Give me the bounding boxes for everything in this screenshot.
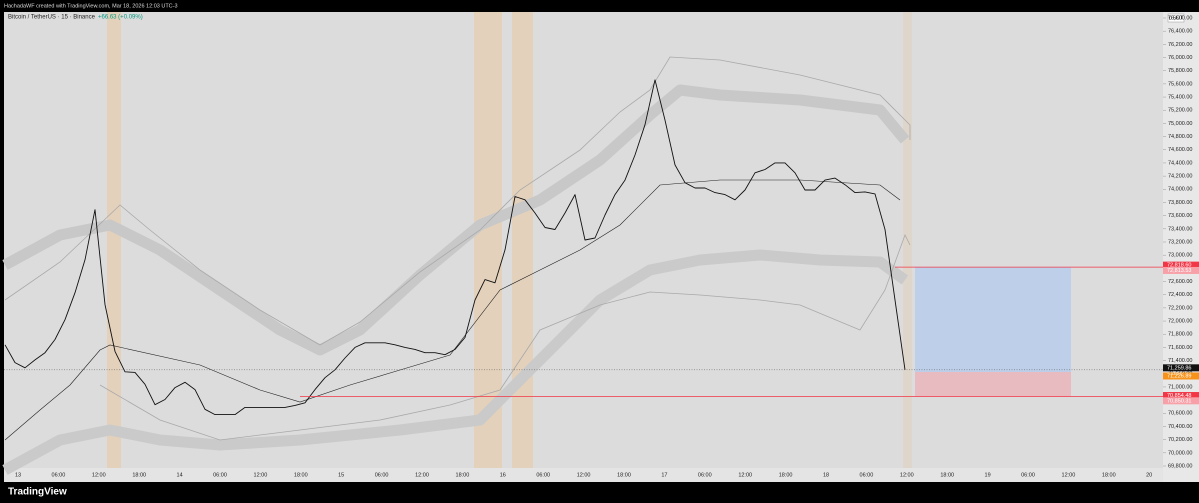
x-tick-label: 12:00	[900, 472, 914, 478]
plot-background	[4, 12, 1163, 468]
y-tick-label: 70,400.00	[1168, 424, 1192, 430]
band	[2, 249, 909, 475]
countdown: 11:57	[1171, 371, 1182, 376]
step-line	[4, 56, 911, 346]
price-tag	[1163, 372, 1199, 380]
y-tick-label: 72,400.00	[1168, 292, 1192, 298]
y-tick-label: 74,000.00	[1168, 187, 1192, 193]
x-tick-label: 12:00	[92, 472, 106, 478]
y-tick-label: 71,000.00	[1168, 384, 1192, 390]
y-tick-label: 76,400.00	[1168, 29, 1192, 35]
x-tick-label: 17	[661, 472, 667, 478]
x-tick-label: 20	[1146, 472, 1152, 478]
price-tag-label: 72,813.53	[1167, 268, 1191, 274]
currency-box	[1167, 13, 1185, 23]
price-tag-label: 71,259.86	[1167, 365, 1191, 371]
y-tick-label: 71,600.00	[1168, 345, 1192, 351]
footer-bar	[0, 482, 1199, 503]
step-line	[4, 179, 901, 441]
y-tick-label: 75,000.00	[1168, 121, 1192, 127]
y-tick-label: 73,400.00	[1168, 226, 1192, 232]
y-tick-label: 70,000.00	[1168, 450, 1192, 456]
profit-zone	[915, 267, 1071, 372]
currency: USDT	[1169, 15, 1185, 21]
y-tick-label: 71,800.00	[1168, 332, 1192, 338]
y-tick-label: 76,000.00	[1168, 55, 1192, 61]
x-tick-label: 18:00	[1102, 472, 1116, 478]
change: +66.63 (+0.09%)	[98, 15, 143, 21]
y-tick-label: 74,800.00	[1168, 134, 1192, 140]
x-tick-label: 16	[500, 472, 506, 478]
x-tick-label: 18:00	[456, 472, 470, 478]
y-tick-label: 72,000.00	[1168, 319, 1192, 325]
y-tick-label: 72,200.00	[1168, 305, 1192, 311]
y-tick-label: 75,800.00	[1168, 68, 1192, 74]
header-text: HachadaWF created with TradingView.com, …	[4, 3, 178, 9]
y-tick-label: 75,200.00	[1168, 108, 1192, 114]
x-tick-label: 06:00	[52, 472, 66, 478]
y-tick-label: 75,400.00	[1168, 95, 1192, 101]
x-tick-label: 06:00	[698, 472, 712, 478]
x-tick-label: 06:00	[1021, 472, 1035, 478]
x-tick-label: 06:00	[213, 472, 227, 478]
price-tag	[1163, 261, 1199, 269]
loss-zone	[915, 371, 1071, 397]
price-tag-label: 72,818.60	[1167, 263, 1191, 269]
x-tick-label: 06:00	[375, 472, 389, 478]
x-tick-label: 14	[177, 472, 183, 478]
price-tag	[1163, 397, 1199, 405]
price-tag-label: 71,226.89	[1167, 373, 1191, 379]
y-tick-label: 74,600.00	[1168, 147, 1192, 153]
session-band	[512, 12, 533, 468]
y-tick-label: 74,200.00	[1168, 174, 1192, 180]
y-tick-label: 75,600.00	[1168, 81, 1192, 87]
price-tag-label: 70,850.31	[1167, 398, 1191, 404]
y-tick-label: 73,200.00	[1168, 239, 1192, 245]
footer-logo: TradingView	[8, 487, 67, 498]
x-tick-label: 06:00	[860, 472, 874, 478]
y-tick-label: 76,600.00	[1168, 15, 1192, 21]
symbol: Bitcoin / TetherUS · 15 · Binance	[8, 15, 96, 21]
session-band	[474, 12, 502, 468]
y-tick-label: 73,000.00	[1168, 253, 1192, 259]
x-tick-label: 15	[338, 472, 344, 478]
y-tick-label: 74,400.00	[1168, 160, 1192, 166]
price-tag	[1163, 364, 1199, 372]
y-tick-label: 70,200.00	[1168, 437, 1192, 443]
indicators	[2, 56, 911, 475]
x-tick-label: 18	[823, 472, 829, 478]
y-tick-label: 69,800.00	[1168, 463, 1192, 469]
y-tick-label: 71,400.00	[1168, 358, 1192, 364]
band	[2, 84, 910, 356]
x-tick-label: 12:00	[254, 472, 268, 478]
x-tick-label: 12:00	[738, 472, 752, 478]
y-tick-label: 70,600.00	[1168, 411, 1192, 417]
y-tick-label: 76,200.00	[1168, 42, 1192, 48]
x-tick-label: 18:00	[132, 472, 146, 478]
y-tick-label: 73,800.00	[1168, 200, 1192, 206]
step-line	[99, 233, 911, 441]
x-tick-label: 13	[15, 472, 21, 478]
y-tick-label: 73,600.00	[1168, 213, 1192, 219]
x-tick-label: 12:00	[415, 472, 429, 478]
y-tick-label: 72,600.00	[1168, 279, 1192, 285]
x-tick-label: 18:00	[617, 472, 631, 478]
price-tag-label: 70,854.48	[1167, 393, 1191, 399]
session-band	[107, 12, 121, 468]
x-tick-label: 12:00	[1062, 472, 1076, 478]
x-tick-label: 06:00	[536, 472, 550, 478]
price-tag	[1163, 392, 1199, 400]
x-tick-label: 18:00	[779, 472, 793, 478]
x-tick-label: 12:00	[577, 472, 591, 478]
header-bar	[0, 0, 1199, 12]
time-axis	[4, 468, 1163, 482]
x-tick-label: 18:00	[940, 472, 954, 478]
price-line	[4, 79, 906, 416]
x-tick-label: 18:00	[294, 472, 308, 478]
price-tag	[1163, 266, 1199, 274]
x-tick-label: 19	[985, 472, 991, 478]
plot	[4, 79, 1163, 416]
